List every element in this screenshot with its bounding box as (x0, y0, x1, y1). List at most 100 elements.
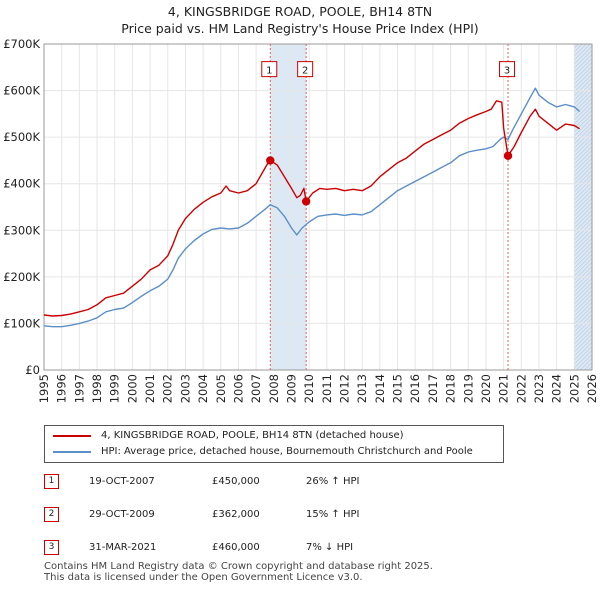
hatch-line (574, 309, 592, 329)
y-tick-label: £500K (3, 130, 40, 144)
hatch-line (574, 57, 592, 77)
sale-label-1: 1 (266, 66, 272, 77)
hatch-line (574, 145, 592, 165)
legend-item-hpi: HPI: Average price, detached house, Bour… (53, 446, 473, 457)
hatch-line (574, 173, 592, 193)
x-tick-label: 2023 (532, 374, 546, 403)
hatch-line (574, 305, 592, 325)
x-tick-label: 2012 (338, 374, 352, 403)
hatch-line (574, 53, 592, 73)
y-tick-label: £300K (3, 223, 40, 237)
x-tick-label: 2018 (444, 374, 458, 403)
hatch-line (574, 69, 592, 89)
hatch-line (574, 117, 592, 137)
legend-item-property: 4, KINGSBRIDGE ROAD, POOLE, BH14 8TN (de… (53, 430, 404, 441)
transaction-number: 1 (44, 474, 59, 489)
transaction-number: 3 (44, 540, 59, 555)
hatch-line (574, 169, 592, 189)
x-tick-label: 2013 (355, 374, 369, 403)
hatch-line (574, 45, 592, 65)
x-tick-label: 2019 (461, 374, 475, 403)
hatch-line (574, 141, 592, 161)
hatch-line (574, 73, 592, 93)
hatch-line (574, 197, 592, 217)
hatch-line (574, 193, 592, 213)
x-tick-label: 2011 (320, 374, 334, 403)
x-tick-label: 2021 (497, 374, 511, 403)
hatch-line (574, 125, 592, 145)
y-tick-label: £200K (3, 270, 40, 284)
y-tick-label: £400K (3, 177, 40, 191)
hatch-line (574, 85, 592, 105)
transaction-price: £460,000 (212, 542, 260, 553)
table-row: 2 29-OCT-2009 £362,000 15% ↑ HPI (44, 507, 464, 525)
x-tick-label: 2017 (426, 374, 440, 403)
hatch-line (574, 157, 592, 177)
x-tick-label: 2003 (178, 374, 192, 403)
x-tick-label: 2025 (567, 374, 581, 403)
x-tick-label: 2010 (302, 374, 316, 403)
footer-licence: This data is licensed under the Open Gov… (44, 572, 363, 583)
chart-subtitle: Price paid vs. HM Land Registry's House … (121, 21, 479, 36)
plot-frame (43, 43, 593, 371)
legend-label-property: 4, KINGSBRIDGE ROAD, POOLE, BH14 8TN (de… (101, 430, 404, 441)
sale-point-2 (301, 197, 311, 206)
footer-copyright: Contains HM Land Registry data © Crown c… (44, 561, 433, 572)
hpi-line (43, 87, 581, 328)
hatch-line (574, 133, 592, 153)
hatch-line (574, 165, 592, 185)
y-tick-label: £0 (25, 363, 40, 377)
hatch-line (574, 205, 592, 225)
table-row: 1 19-OCT-2007 £450,000 26% ↑ HPI (44, 474, 464, 492)
sale-label-box-2 (297, 61, 314, 78)
hatch-line (574, 49, 592, 69)
sale-point-3 (503, 151, 513, 160)
x-tick-label: 2000 (125, 374, 139, 403)
x-tick-label: 2016 (408, 374, 422, 403)
hatch-line (574, 201, 592, 221)
hatch-line (574, 137, 592, 157)
sale-label-3: 3 (504, 66, 510, 77)
hatch-line (574, 93, 592, 113)
x-tick-label: 2022 (514, 374, 528, 403)
hatch-line (574, 44, 591, 61)
transaction-hpi: 7% ↓ HPI (306, 542, 354, 553)
hatch-line (574, 61, 592, 81)
hatch-line (574, 89, 592, 109)
sale-point-1 (266, 156, 275, 165)
y-tick-label: £700K (3, 37, 40, 51)
hatch-line (574, 177, 592, 197)
sale-label-2: 2 (302, 66, 308, 77)
x-tick-label: 1998 (90, 374, 104, 403)
legend-swatch-property (53, 434, 91, 437)
hatch-line (574, 313, 592, 333)
hatch-line (574, 185, 592, 205)
x-tick-label: 1995 (37, 374, 51, 403)
transaction-date: 31-MAR-2021 (89, 542, 157, 553)
transaction-hpi: 15% ↑ HPI (306, 509, 360, 520)
x-tick-label: 2026 (585, 374, 599, 403)
transaction-date: 29-OCT-2009 (89, 509, 155, 520)
x-tick-label: 2008 (267, 374, 281, 403)
legend-swatch-hpi (53, 450, 91, 453)
hatch-line (574, 129, 592, 149)
x-tick-label: 1997 (72, 374, 86, 403)
table-row: 3 31-MAR-2021 £460,000 7% ↓ HPI (44, 540, 464, 558)
hatch-line (574, 301, 592, 321)
x-tick-label: 1999 (108, 374, 122, 403)
chart-title: 4, KINGSBRIDGE ROAD, POOLE, BH14 8TN (167, 4, 433, 19)
price-chart: £0 £100K £200K £300K £400K £500K £600K £700K 199… (3, 37, 599, 403)
hatch-line (574, 153, 592, 173)
x-tick-label: 2006 (231, 374, 245, 403)
sale-label-box-1 (261, 61, 278, 78)
x-tick-label: 2005 (214, 374, 228, 403)
x-tick-label: 2001 (143, 374, 157, 403)
x-tick-label: 2007 (249, 374, 263, 403)
hatch-line (574, 109, 592, 129)
x-tick-label: 2020 (479, 374, 493, 403)
sale-label-box-3 (499, 61, 516, 78)
x-tick-label: 2004 (196, 374, 210, 403)
hatch-line (574, 189, 592, 209)
footer: Contains HM Land Registry data © Crown c… (44, 561, 433, 583)
hatch-line (574, 121, 592, 141)
